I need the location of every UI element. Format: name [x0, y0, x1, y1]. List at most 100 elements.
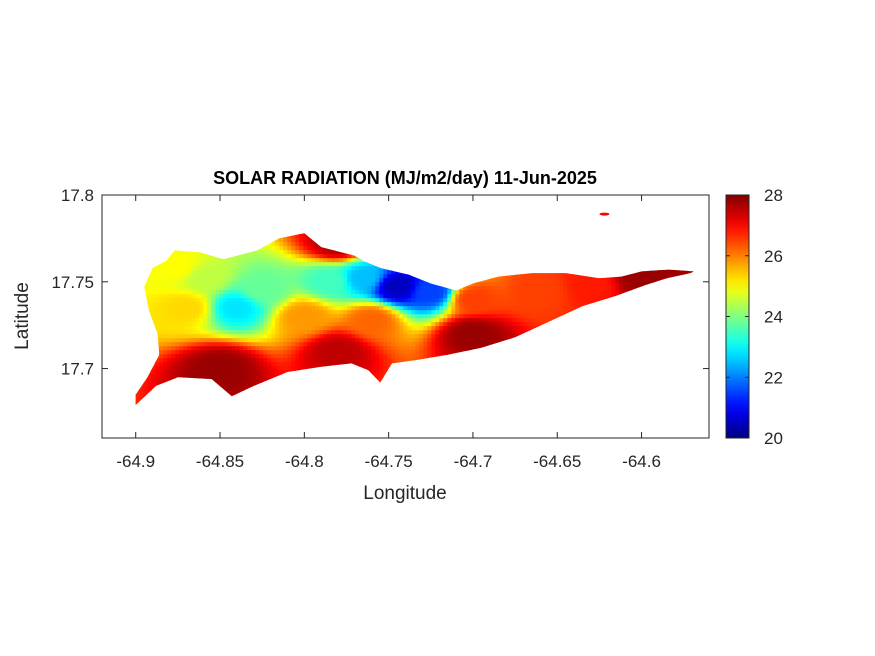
- field-cell: [523, 310, 528, 315]
- field-cell: [431, 326, 436, 331]
- field-cell: [439, 350, 444, 355]
- field-cell: [451, 306, 456, 311]
- field-cell: [371, 326, 376, 331]
- field-cell: [171, 290, 176, 295]
- field-cell: [171, 270, 176, 275]
- field-cell: [191, 254, 196, 259]
- field-cell: [319, 350, 324, 355]
- field-cell: [359, 282, 364, 287]
- field-cell: [307, 362, 312, 367]
- field-cell: [315, 302, 320, 307]
- field-cell: [223, 266, 228, 271]
- field-cell: [199, 326, 204, 331]
- field-cell: [659, 270, 664, 275]
- field-cell: [467, 318, 472, 323]
- field-cell: [187, 326, 192, 331]
- field-cell: [263, 306, 268, 311]
- field-cell: [327, 254, 332, 259]
- field-cell: [411, 350, 416, 355]
- field-cell: [291, 362, 296, 367]
- field-cell: [379, 302, 384, 307]
- field-cell: [359, 350, 364, 355]
- field-cell: [443, 294, 448, 299]
- field-cell: [299, 233, 304, 235]
- field-cell: [203, 338, 208, 343]
- field-cell: [215, 354, 220, 359]
- field-cell: [295, 258, 300, 263]
- field-cell: [303, 282, 308, 287]
- field-cell: [503, 322, 508, 327]
- field-cell: [203, 342, 208, 347]
- field-cell: [171, 250, 176, 255]
- field-cell: [503, 290, 508, 295]
- field-cell: [491, 286, 496, 291]
- field-cell: [223, 258, 228, 263]
- field-cell: [251, 362, 256, 367]
- field-cell: [199, 298, 204, 303]
- field-cell: [351, 286, 356, 291]
- field-cell: [455, 342, 460, 347]
- field-cell: [291, 234, 296, 239]
- field-cell: [231, 358, 236, 363]
- field-cell: [343, 274, 348, 279]
- field-cell: [279, 270, 284, 275]
- field-cell: [275, 294, 280, 299]
- field-cell: [299, 362, 304, 367]
- field-cell: [419, 350, 424, 355]
- field-cell: [555, 278, 560, 283]
- field-cell: [495, 338, 500, 343]
- field-cell: [255, 306, 260, 311]
- field-cell: [423, 314, 428, 319]
- field-cell: [347, 294, 352, 299]
- field-cell: [279, 262, 284, 267]
- field-cell: [243, 278, 248, 283]
- field-cell: [247, 346, 252, 351]
- field-cell: [319, 310, 324, 315]
- field-cell: [571, 278, 576, 283]
- field-cell: [383, 326, 388, 331]
- field-cell: [419, 326, 424, 331]
- field-cell: [247, 354, 252, 359]
- field-cell: [319, 322, 324, 327]
- field-cell: [339, 318, 344, 323]
- field-cell: [387, 314, 392, 319]
- field-cell: [159, 286, 164, 291]
- field-cell: [299, 282, 304, 287]
- field-cell: [391, 270, 396, 275]
- field-cell: [319, 254, 324, 259]
- field-cell: [227, 306, 232, 311]
- field-cell: [183, 262, 188, 267]
- field-cell: [199, 274, 204, 279]
- field-cell: [295, 238, 300, 243]
- field-cell: [387, 350, 392, 355]
- field-cell: [271, 338, 276, 343]
- field-cell: [167, 318, 172, 323]
- field-cell: [487, 322, 492, 327]
- field-cell: [531, 274, 536, 279]
- field-cell: [227, 350, 232, 355]
- field-cell: [159, 282, 164, 287]
- field-cell: [315, 346, 320, 351]
- field-cell: [359, 334, 364, 339]
- field-cell: [323, 334, 328, 339]
- field-cell: [447, 306, 452, 311]
- field-cell: [511, 302, 516, 307]
- field-cell: [335, 362, 340, 367]
- field-cell: [163, 266, 168, 271]
- field-cell: [359, 314, 364, 319]
- field-cell: [379, 270, 384, 275]
- field-cell: [275, 358, 280, 363]
- field-cell: [319, 314, 324, 319]
- field-cell: [187, 346, 192, 351]
- field-cell: [339, 310, 344, 315]
- field-cell: [287, 330, 292, 335]
- field-cell: [283, 350, 288, 355]
- field-cell: [227, 362, 232, 367]
- field-cell: [223, 310, 228, 315]
- field-cell: [427, 310, 432, 315]
- field-cell: [211, 310, 216, 315]
- field-cell: [359, 322, 364, 327]
- field-cell: [167, 270, 172, 275]
- field-cell: [387, 330, 392, 335]
- field-cell: [331, 254, 336, 259]
